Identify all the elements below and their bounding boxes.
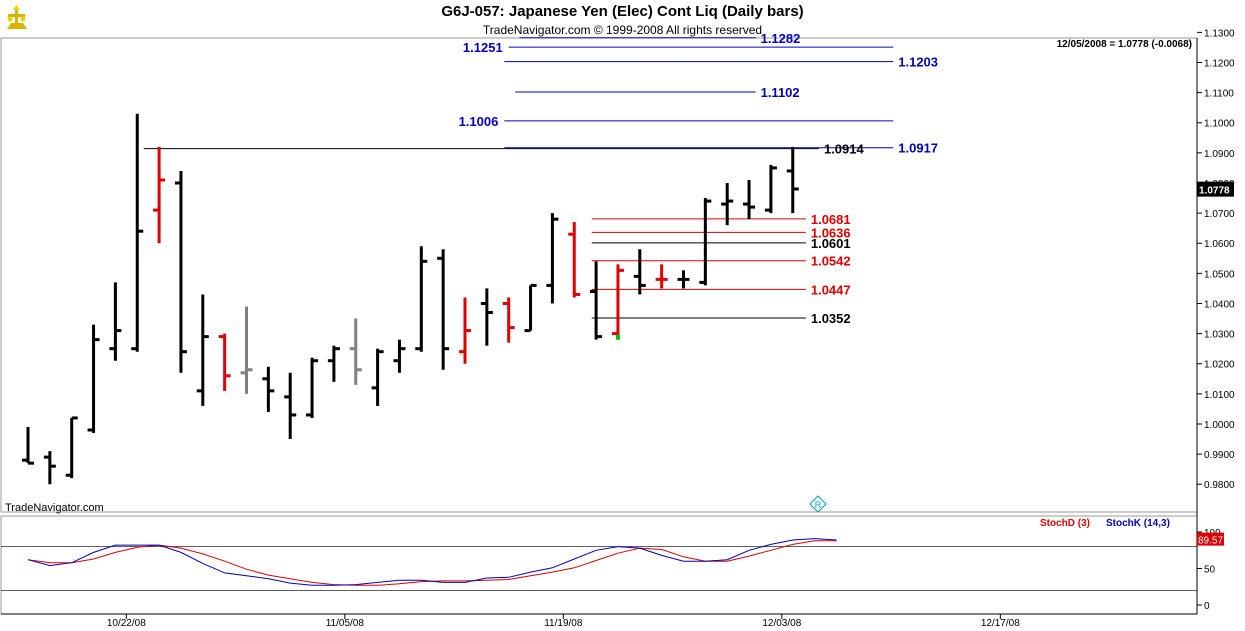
ohlc-bar (131, 113, 144, 352)
y-tick-label: 1.0500 (1204, 269, 1235, 280)
y-tick-label: 1.0200 (1204, 360, 1235, 371)
ohlc-bar (502, 297, 515, 343)
ohlc-bar (415, 246, 428, 352)
y-tick-label: 1.1100 (1204, 89, 1234, 100)
ohlc-bar (218, 333, 231, 391)
y-tick-label: 1.0900 (1204, 149, 1235, 160)
ohlc-bar (349, 318, 362, 385)
level-label: 1.1251 (463, 40, 503, 55)
indicator-panel-frame (0, 515, 1198, 615)
last-price-label: 1.0778 (1199, 186, 1230, 197)
y-tick-label: 0.9900 (1204, 450, 1235, 461)
level-label: 1.0914 (824, 142, 865, 157)
ohlc-bar (22, 427, 34, 465)
ohlc-bar (677, 270, 690, 289)
green-marker (615, 334, 620, 340)
ohlc-bar (109, 282, 122, 361)
ohlc-bar (153, 146, 166, 244)
trade-navigator-logo-icon (3, 3, 31, 36)
y-tick-label: 1.0400 (1204, 299, 1235, 310)
copyright-text: TradeNavigator.com © 1999-2008 All right… (482, 23, 763, 37)
y-tick-label: 1.1300 (1204, 28, 1235, 39)
level-label: 1.0447 (811, 282, 851, 297)
level-label: 1.0601 (811, 236, 851, 251)
y-tick-label: 1.1000 (1204, 119, 1235, 130)
x-tick-label: 11/19/08 (544, 618, 583, 629)
stoch-series-line (27, 540, 837, 586)
ohlc-bar (65, 416, 78, 479)
ohlc-bar (524, 283, 537, 333)
y-tick-label: 0.9800 (1204, 480, 1235, 491)
ohlc-bar (284, 372, 297, 440)
ohlc-bar (546, 213, 559, 304)
stoch-legend-d: StochD (3) (1040, 518, 1090, 529)
watermark-text: TradeNavigator.com (5, 502, 104, 514)
stoch-legend-k: StochK (14,3) (1106, 518, 1170, 529)
ohlc-bar (764, 164, 777, 214)
ohlc-bar (633, 249, 646, 295)
level-label: 1.0681 (811, 212, 851, 227)
x-tick-label: 11/05/08 (326, 618, 365, 629)
ohlc-bar (568, 222, 581, 298)
stoch-series-line (27, 538, 837, 586)
level-label: 1.1203 (898, 55, 938, 70)
level-label: 1.0636 (811, 225, 851, 240)
ohlc-bar (393, 339, 406, 373)
ohlc-bar (327, 345, 340, 382)
level-label: 1.0352 (811, 311, 851, 326)
ohlc-bar (306, 357, 319, 418)
y-tick-label: 1.1200 (1204, 58, 1235, 69)
stoch-last-box (1197, 532, 1224, 546)
last-quote-text: 12/05/2008 = 1.0778 (-0.0068) (1057, 39, 1192, 50)
ohlc-bar (655, 264, 668, 289)
ohlc-bar (87, 324, 100, 434)
ohlc-bar (590, 261, 603, 340)
y-tick-label: 1.0700 (1204, 209, 1235, 220)
level-label: 1.0917 (898, 141, 938, 156)
last-price-box (1197, 181, 1234, 197)
x-tick-label: 12/03/08 (762, 618, 801, 629)
ohlc-bar (437, 249, 450, 370)
ohlc-bar (174, 170, 187, 373)
y-tick-label: 1.0000 (1204, 420, 1235, 431)
ohlc-bar (480, 288, 493, 346)
y-tick-label: 1.0600 (1204, 239, 1235, 250)
level-label: 1.1006 (459, 114, 499, 129)
stoch-y-tick-label: 50 (1204, 565, 1216, 576)
y-tick-label: 1.0100 (1204, 390, 1235, 401)
x-tick-label: 10/22/08 (107, 618, 146, 629)
level-label: 1.1102 (761, 85, 800, 100)
level-label: 1.0542 (811, 254, 851, 269)
ohlc-bar (743, 179, 756, 220)
ohlc-bar (786, 146, 799, 214)
registered-mark-icon[interactable]: R (809, 495, 827, 513)
ohlc-bar (262, 366, 275, 412)
level-label: 1.1282 (761, 31, 801, 46)
stoch-y-tick-label: 0 (1204, 601, 1210, 612)
ohlc-bar (459, 297, 471, 364)
chart-title: G6J-057: Japanese Yen (Elec) Cont Liq (D… (441, 3, 804, 20)
ohlc-bar (43, 451, 56, 485)
ohlc-bar (196, 294, 209, 406)
ohlc-bar (240, 306, 253, 394)
ohlc-bar (721, 182, 734, 226)
y-tick-label: 1.0300 (1204, 330, 1235, 341)
svg-text:R: R (815, 500, 822, 510)
ohlc-bar (611, 264, 624, 340)
stoch-last-label: 89.57 (1198, 536, 1223, 547)
ohlc-bar (371, 348, 384, 406)
x-tick-label: 12/17/08 (981, 618, 1020, 629)
ohlc-bar (699, 198, 712, 286)
